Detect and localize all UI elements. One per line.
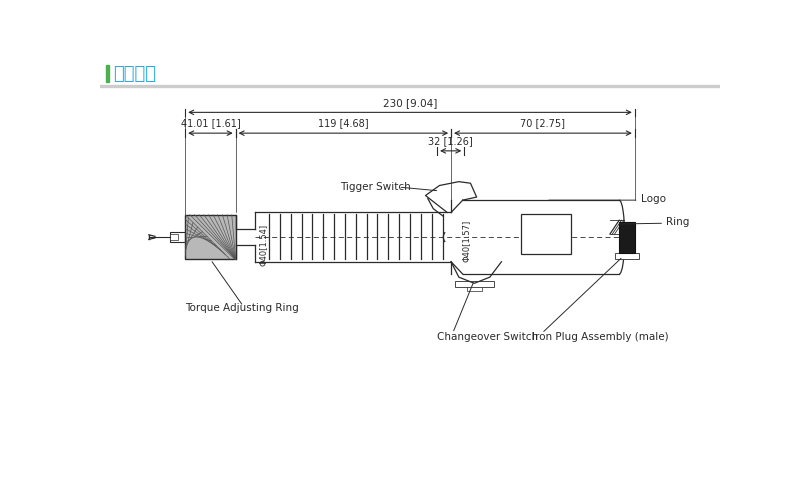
Bar — [619, 222, 634, 252]
Text: 32 [1.26]: 32 [1.26] — [428, 136, 473, 146]
Text: Torque Adjusting Ring: Torque Adjusting Ring — [186, 303, 299, 313]
Text: Logo: Logo — [641, 194, 666, 203]
Text: Ring: Ring — [666, 216, 689, 226]
Text: 119 [4.68]: 119 [4.68] — [318, 118, 369, 128]
Text: 外部尺寸: 外部尺寸 — [113, 65, 156, 83]
Text: Φ40[1.54]: Φ40[1.54] — [258, 224, 267, 266]
Text: 230 [9.04]: 230 [9.04] — [383, 98, 437, 108]
Bar — [106, 66, 110, 82]
Bar — [170, 234, 178, 240]
Bar — [455, 281, 494, 287]
Bar — [615, 252, 638, 258]
Text: 70 [2.75]: 70 [2.75] — [521, 118, 566, 128]
Bar — [100, 86, 720, 87]
Bar — [521, 214, 571, 254]
Text: Tigger Switch: Tigger Switch — [340, 182, 411, 192]
Bar — [186, 215, 236, 260]
Bar — [466, 287, 482, 291]
Text: Iron Plug Assembly (male): Iron Plug Assembly (male) — [533, 332, 669, 342]
Text: Changeover Switch: Changeover Switch — [437, 332, 538, 342]
Text: 41.01 [1.61]: 41.01 [1.61] — [181, 118, 240, 128]
Bar — [170, 232, 186, 242]
Text: Φ40[1.57]: Φ40[1.57] — [462, 220, 471, 262]
